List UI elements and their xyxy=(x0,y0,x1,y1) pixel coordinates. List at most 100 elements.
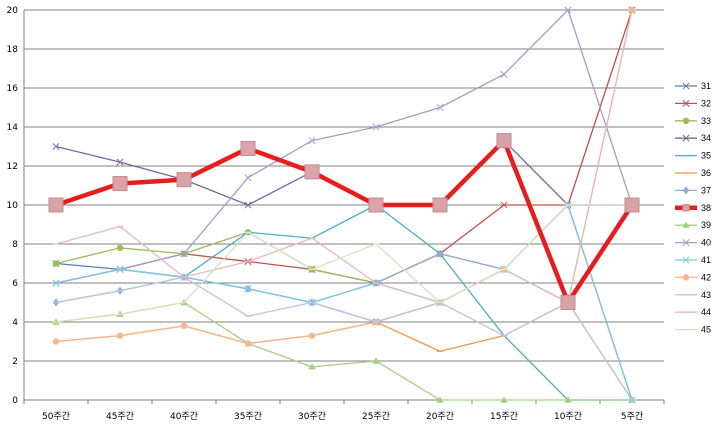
series-34 xyxy=(52,137,636,209)
x-tick-label: 45주간 xyxy=(106,411,134,422)
legend-item-38: 38 xyxy=(675,203,711,213)
series-layer xyxy=(48,6,640,404)
legend-label: 40 xyxy=(701,238,711,248)
legend-item-39: 39 xyxy=(675,220,711,230)
x-marker xyxy=(682,134,690,142)
legend-label: 43 xyxy=(701,290,711,300)
x-tick-label: 50주간 xyxy=(42,411,70,422)
legend-item-33: 33 xyxy=(675,116,711,126)
legend-label: 45 xyxy=(701,325,711,335)
triangle-marker xyxy=(436,396,444,403)
series-line-35 xyxy=(55,204,633,401)
series-line-36 xyxy=(55,301,633,401)
series-line-33 xyxy=(55,204,633,304)
y-tick-label: 0 xyxy=(12,396,18,406)
x-marker xyxy=(500,70,508,78)
y-tick-label: 16 xyxy=(7,84,19,94)
series-36 xyxy=(52,301,636,401)
y-tick-label: 18 xyxy=(7,45,19,55)
legend-label: 39 xyxy=(701,220,711,230)
x-marker xyxy=(500,201,508,209)
legend-label: 33 xyxy=(701,116,711,126)
legend-item-32: 32 xyxy=(675,98,711,108)
series-42 xyxy=(52,6,636,347)
series-31 xyxy=(52,201,636,404)
legend-item-44: 44 xyxy=(675,307,711,317)
x-tick-label: 35주간 xyxy=(234,411,262,422)
series-line-38 xyxy=(53,138,635,305)
y-tick-label: 4 xyxy=(12,318,18,328)
triangle-marker xyxy=(372,357,380,364)
x-tick-label: 5주간 xyxy=(621,411,643,422)
square-marker xyxy=(176,172,192,188)
square-marker xyxy=(368,197,384,213)
square-marker xyxy=(304,164,320,180)
x-marker xyxy=(682,239,690,247)
legend-item-45: 45 xyxy=(675,325,711,335)
square-marker xyxy=(560,295,576,310)
legend-label: 38 xyxy=(701,203,711,213)
x-marker xyxy=(116,158,124,166)
x-tick-label: 10주간 xyxy=(554,411,582,422)
legend-label: 41 xyxy=(701,255,711,265)
series-line-37 xyxy=(55,204,633,304)
square-marker xyxy=(682,204,690,212)
series-39 xyxy=(52,298,636,403)
legend-item-34: 34 xyxy=(675,133,711,143)
x-marker xyxy=(180,250,188,258)
square-marker xyxy=(624,197,640,213)
x-tick-label: 30주간 xyxy=(298,411,326,422)
legend-item-35: 35 xyxy=(675,151,711,161)
x-tick-label: 20주간 xyxy=(426,411,454,422)
y-tick-label: 12 xyxy=(7,162,18,172)
y-tick-label: 10 xyxy=(7,201,19,211)
series-line-34 xyxy=(55,139,633,206)
square-marker xyxy=(48,197,64,213)
x-marker xyxy=(682,99,690,107)
x-marker xyxy=(52,142,60,151)
y-axis: 0 2 4 6 8 10 12 14 16 18 20 xyxy=(7,6,25,406)
x-marker xyxy=(116,265,124,273)
y-tick-label: 2 xyxy=(12,357,18,367)
legend-item-43: 43 xyxy=(675,290,711,300)
series-45 xyxy=(52,204,636,323)
x-tick-label: 15주간 xyxy=(490,411,518,422)
x-tick-label: 40주간 xyxy=(170,411,198,422)
x-marker xyxy=(244,201,252,209)
circle-marker xyxy=(180,322,188,330)
legend-label: 35 xyxy=(701,151,711,161)
grid-lines xyxy=(24,9,664,401)
series-43 xyxy=(52,276,636,401)
legend-item-40: 40 xyxy=(675,238,711,248)
square-marker xyxy=(432,197,448,213)
series-line-31 xyxy=(55,204,633,401)
legend-item-41: 41 xyxy=(675,255,711,265)
x-marker xyxy=(308,137,316,145)
circle-marker xyxy=(308,332,316,339)
x-marker xyxy=(244,285,252,293)
legend-item-37: 37 xyxy=(675,185,711,195)
square-marker xyxy=(240,140,256,156)
legend-label: 42 xyxy=(701,272,711,282)
circle-marker xyxy=(116,332,124,339)
triangle-marker xyxy=(308,363,316,370)
circle-marker xyxy=(116,244,124,252)
series-line-43 xyxy=(55,276,633,401)
legend-label: 44 xyxy=(701,307,711,317)
legend-label: 31 xyxy=(701,81,711,91)
x-marker xyxy=(682,82,690,90)
x-marker xyxy=(564,6,572,14)
series-line-45 xyxy=(55,204,633,323)
circle-marker xyxy=(52,260,60,267)
x-tick-label: 25주간 xyxy=(362,411,390,422)
circle-marker xyxy=(682,274,690,281)
series-line-40 xyxy=(55,9,633,284)
legend-item-36: 36 xyxy=(675,168,711,178)
legend-item-42: 42 xyxy=(675,272,711,282)
triangle-marker xyxy=(500,396,508,403)
diamond-marker xyxy=(682,186,690,195)
legend: 31 32 33 34 35 36 37 38 39 40 41 42 43 44 45 xyxy=(675,81,711,335)
y-tick-label: 20 xyxy=(7,6,19,16)
series-line-44 xyxy=(55,9,633,304)
